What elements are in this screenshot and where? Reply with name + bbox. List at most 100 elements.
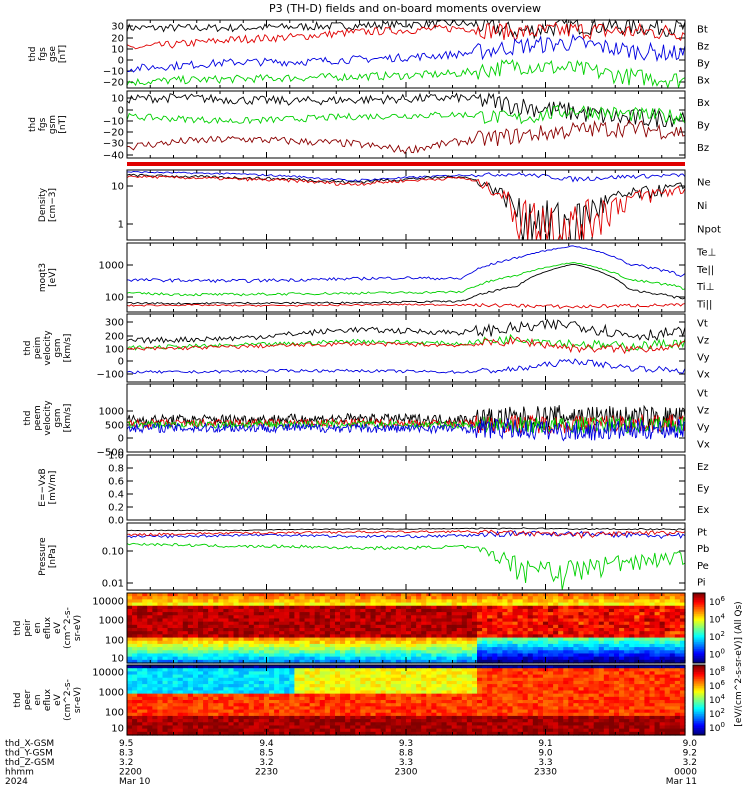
spectro-cell [360,596,367,600]
spectro-cell [421,680,427,685]
spectro-cell [370,634,377,639]
spectro-cell [548,656,554,661]
spectro-cell [162,719,169,723]
spectro-cell [406,693,412,698]
spectro-cell [258,659,265,664]
spectro-cell [603,640,610,645]
spectro-cell [177,624,184,629]
spectro-cell [593,599,600,604]
spectro-cell [152,650,159,655]
spectro-cell [152,712,159,717]
spectro-cell [238,608,245,613]
spectro-cell [553,665,559,669]
spectro-cell [218,599,224,604]
legend-Pt: Pt [697,527,707,538]
spectro-cell [487,650,493,655]
series-By [126,58,686,89]
spectro-cell [634,624,640,629]
spectro-cell [385,696,392,701]
spectro-cell [517,706,524,711]
spectro-cell [654,615,661,620]
spectro-cell [243,602,250,607]
spectro-cell [537,728,544,733]
spectro-cell [314,602,321,607]
spectro-cell [137,712,143,717]
spectro-cell [395,612,402,616]
spectro-cell [568,637,574,642]
spectro-cell [319,687,326,692]
spectro-cell [487,677,493,682]
spectro-cell [583,631,590,635]
spectro-cell [147,684,153,688]
spectro-cell [395,621,402,626]
spectro-cell [324,656,331,661]
spectro-cell [553,693,559,698]
spectro-cell [456,719,463,723]
spectro-cell [446,628,453,632]
spectro-cell [446,696,453,701]
spectro-cell [466,719,473,723]
spectro-cell [441,719,448,723]
spectro-cell [142,677,148,682]
spectro-cell [182,684,189,688]
spectro-cell [406,599,412,604]
spectro-cell [532,640,539,645]
spectro-cell [441,650,448,655]
spectro-cell [466,668,473,672]
spectro-cell [355,618,361,623]
spectro-cell [137,731,143,736]
spectro-cell [172,731,179,736]
spectro-cell [400,671,407,676]
spectro-cell [350,722,356,727]
spectro-cell [355,728,361,733]
spectro-cell [507,706,514,711]
spectro-cell [203,615,209,620]
spectro-cell [319,665,326,669]
spectro-cell [208,634,214,639]
spectro-cell [279,719,285,723]
spectro-cell [548,722,554,727]
spectro-cell [142,719,148,723]
spectro-cell [674,605,681,610]
spectro-cell [162,593,169,597]
spectro-cell [284,709,290,714]
spectro-cell [436,680,443,685]
spectro-cell [198,719,204,723]
spectro-cell [132,593,138,597]
spectro-cell [426,722,432,727]
spectro-cell [147,700,153,704]
spectro-cell [253,653,260,658]
spectro-cell [294,690,301,695]
spectro-cell [649,659,656,664]
spectro-cell [416,637,422,642]
spectro-cell [406,731,412,736]
spectro-cell [329,690,336,695]
spectro-cell [269,687,275,692]
spectro-cell [233,659,240,664]
spectro-cell [456,665,463,669]
spectro-cell [406,668,412,672]
spectro-cell [233,680,240,685]
spectro-cell [167,696,174,701]
spectro-cell [527,696,534,701]
spectro-cell [137,618,143,623]
spectro-cell [147,605,153,610]
spectro-cell [233,703,240,707]
spectro-cell [568,640,574,645]
spectro-cell [537,615,544,620]
spectro-cell [274,690,280,695]
spectro-cell [213,671,219,676]
spectro-cell [553,615,559,620]
spectro-cell [613,612,620,616]
spectro-cell [350,631,356,635]
spectro-cell [527,653,534,658]
spectro-cell [187,659,194,664]
spectro-cell [370,728,377,733]
spectro-cell [253,703,260,707]
spectro-cell [223,668,230,672]
spectro-cell [177,706,184,711]
spectro-cell [289,612,295,616]
legend-Ey: Ey [697,484,709,495]
spectro-cell [253,621,260,626]
spectro-cell [390,703,397,707]
